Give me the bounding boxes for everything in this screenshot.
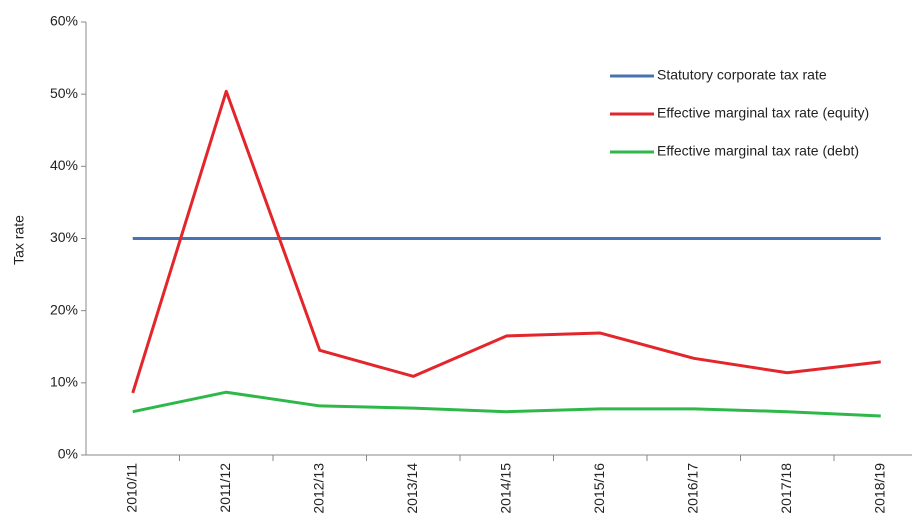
legend-label: Effective marginal tax rate (debt) — [657, 143, 859, 159]
x-tick-label: 2013/14 — [404, 463, 420, 514]
line-series — [131, 89, 881, 394]
x-tick-label: 2010/11 — [123, 463, 139, 513]
y-tick-label: 60% — [50, 13, 78, 29]
y-tick-label: 0% — [58, 446, 78, 462]
y-tick-label: 10% — [50, 374, 78, 390]
y-tick-label: 40% — [50, 157, 78, 173]
y-tick-label: 30% — [50, 229, 78, 245]
x-tick-label: 2012/13 — [310, 463, 326, 514]
y-tick-label: 20% — [50, 301, 78, 317]
line-series — [132, 390, 881, 418]
x-tick-label: 2015/16 — [591, 463, 607, 514]
x-tick-label: 2017/18 — [778, 463, 794, 514]
x-tick-label: 2014/15 — [497, 463, 513, 514]
x-tick-label: 2018/19 — [871, 463, 887, 514]
legend-label: Effective marginal tax rate (equity) — [657, 105, 869, 121]
legend-label: Statutory corporate tax rate — [657, 67, 827, 83]
y-tick-label: 50% — [50, 85, 78, 101]
x-tick-label: 2011/12 — [217, 463, 233, 513]
y-axis-label: Tax rate — [11, 215, 27, 265]
x-tick-label: 2016/17 — [684, 463, 700, 514]
